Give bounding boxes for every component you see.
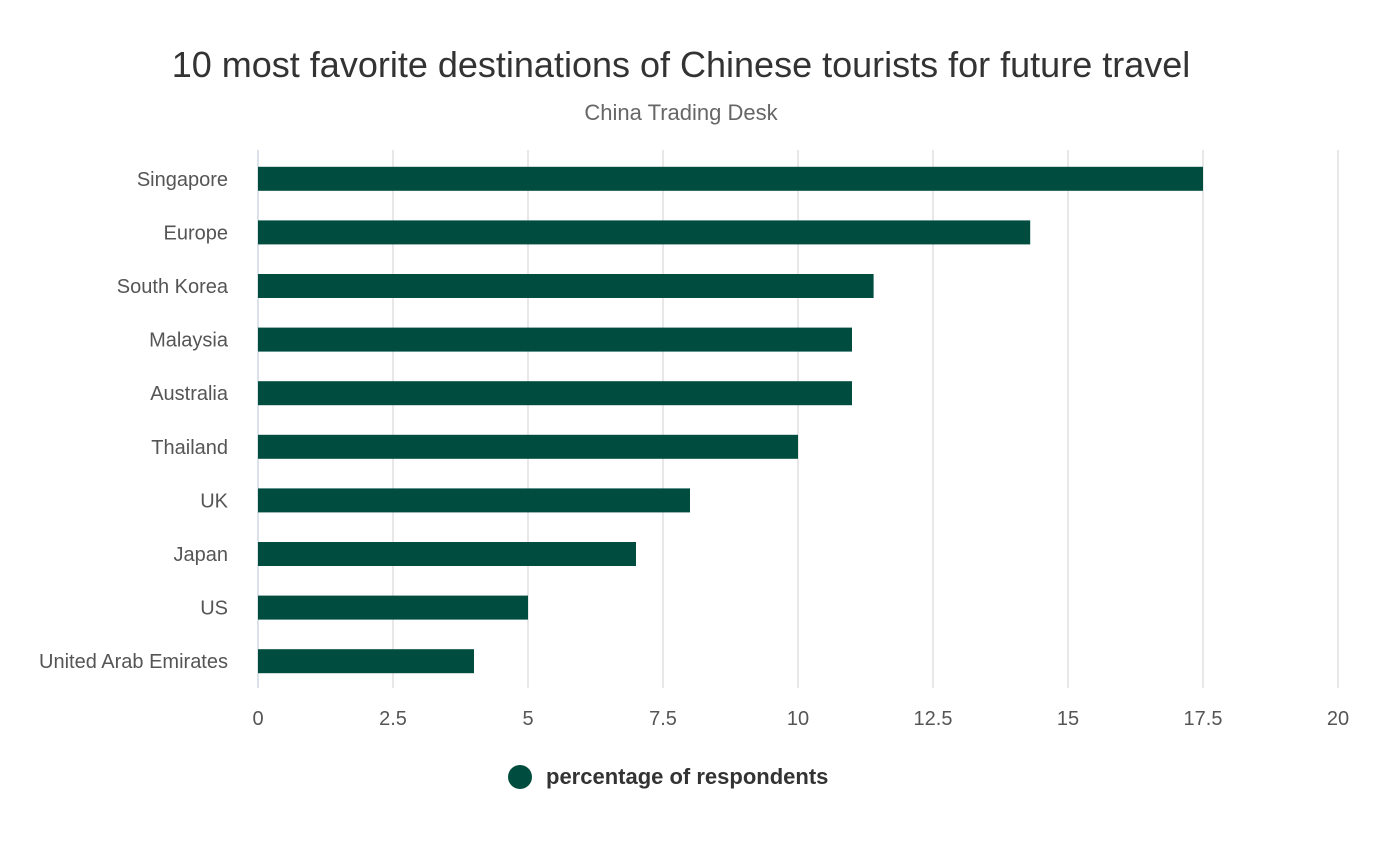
bar[interactable] [258,488,690,513]
category-label: Malaysia [149,330,229,352]
x-tick-label: 20 [1327,708,1349,730]
category-label: Australia [150,383,229,405]
x-tick-label: 2.5 [379,708,407,730]
category-label: Thailand [151,437,228,459]
legend-label: percentage of respondents [546,764,829,789]
x-tick-label: 0 [252,708,263,730]
bar[interactable] [258,166,1203,191]
category-label: South Korea [117,276,229,298]
category-label: US [200,598,228,620]
bar[interactable] [258,595,528,620]
x-tick-label: 7.5 [649,708,677,730]
x-tick-label: 12.5 [914,708,953,730]
legend-marker [508,765,532,789]
category-label: Singapore [137,169,228,191]
bar[interactable] [258,542,636,566]
x-tick-label: 5 [522,708,533,730]
chart-title: 10 most favorite destinations of Chinese… [171,44,1191,85]
category-label: United Arab Emirates [39,651,228,673]
chart-subtitle: China Trading Desk [584,100,778,125]
x-tick-label: 15 [1057,708,1079,730]
x-tick-label: 10 [787,708,809,730]
category-label: Europe [164,222,229,244]
category-label: Japan [174,544,229,566]
bar[interactable] [258,327,852,352]
bar[interactable] [258,220,1031,245]
bar[interactable] [258,649,474,674]
legend[interactable]: percentage of respondents [508,764,828,790]
category-label: UK [200,490,228,512]
bar[interactable] [258,274,874,298]
x-tick-label: 17.5 [1184,708,1223,730]
bar[interactable] [258,434,798,459]
bar[interactable] [258,381,852,406]
